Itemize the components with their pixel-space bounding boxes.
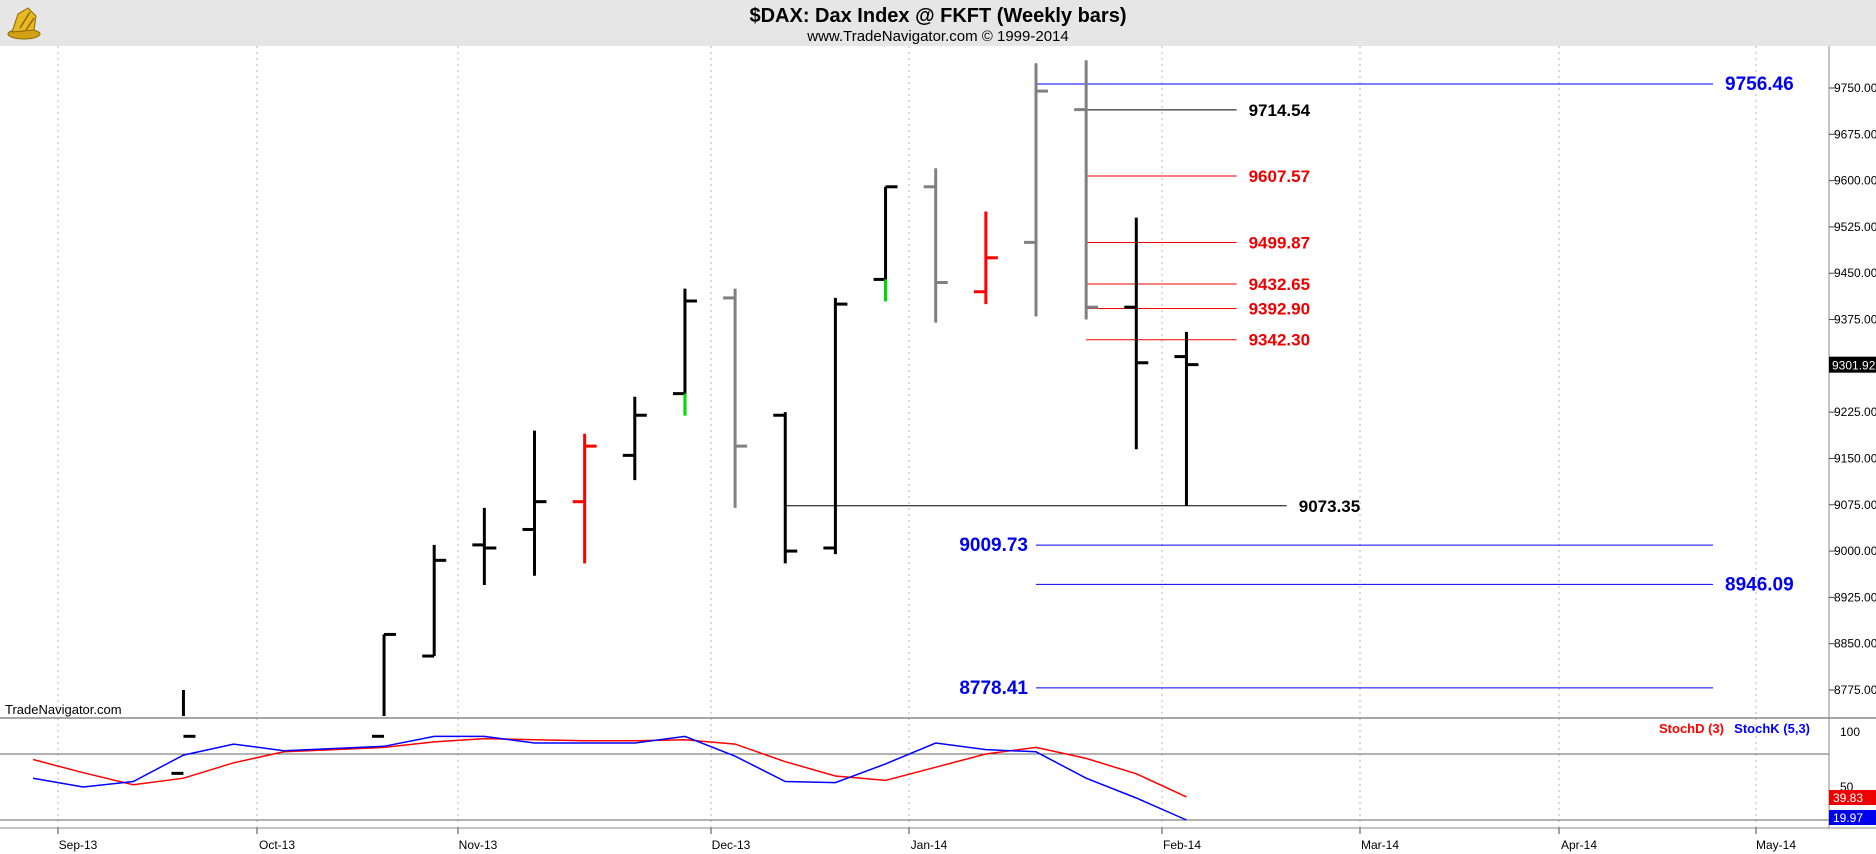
price-axis: 9750.00 9675.00 9600.00 9525.00 9450.00 9375.… [0,46,1876,829]
stoch-d-last-tag [1829,790,1876,805]
trade-navigator-logo-icon [7,7,41,40]
x-tick-label: May-14 [1756,838,1796,852]
x-tick-label: Mar-14 [1361,838,1399,852]
last-price-tag [1829,356,1876,373]
time-axis: Sep-13 Oct-13 Nov-13 Dec-13 Jan-14 Feb-14 Mar-… [57,828,1796,852]
price-tick-label: 8925.00 [1834,590,1876,604]
price-tick-label: 9225.00 [1834,405,1876,419]
price-tick-label: 8775.00 [1834,683,1876,697]
level-label: 8778.41 [959,678,1028,699]
level-label: 8946.09 [1725,574,1794,595]
level-label: 9432.65 [1249,275,1310,294]
x-tick-label: Nov-13 [459,838,498,852]
price-tick-label: 9600.00 [1834,174,1876,188]
last-price-label: 9301.92 [1832,359,1876,373]
x-tick-label: Apr-14 [1561,838,1597,852]
level-label: 9607.57 [1249,167,1310,186]
level-label: 9499.87 [1249,233,1310,252]
stoch-tick-label: 100 [1840,725,1860,739]
level-label: 9756.46 [1725,74,1794,95]
level-label: 9714.54 [1249,101,1311,120]
stoch-d-line [32,737,1187,798]
stoch-k-last-label: 19.97 [1833,811,1863,825]
x-tick-label: Feb-14 [1163,838,1201,852]
ohlc-bars [171,60,1199,775]
header-band [0,0,1876,46]
stoch-d-legend: StochD (3) [1659,721,1724,736]
level-label: 9073.35 [1299,497,1360,516]
x-tick-label: Oct-13 [259,838,295,852]
price-tick-label: 9450.00 [1834,266,1876,280]
chart-title: $DAX: Dax Index @ FKFT (Weekly bars) [749,5,1126,27]
level-label: 9342.30 [1249,331,1310,350]
price-tick-label: 9675.00 [1834,127,1876,141]
price-tick-label: 9000.00 [1834,544,1876,558]
price-tick-label: 8850.00 [1834,637,1876,651]
stoch-k-last-tag [1829,810,1876,825]
price-levels: 9756.46 9714.54 9607.57 9499.87 9432.65 9392.… [785,74,1794,699]
price-tick-label: 9375.00 [1834,313,1876,327]
x-tick-label: Jan-14 [911,838,948,852]
level-label: 9392.90 [1249,299,1310,318]
stoch-k-line [32,735,1187,821]
price-tick-label: 9750.00 [1834,81,1876,95]
level-label: 9009.73 [959,535,1028,556]
x-tick-label: Sep-13 [59,838,98,852]
x-tick-label: Dec-13 [712,838,751,852]
stoch-d-last-label: 39.83 [1833,791,1863,805]
price-tick-label: 9150.00 [1834,451,1876,465]
plot-background [0,46,1876,854]
watermark: TradeNavigator.com [5,702,122,717]
price-tick-label: 9075.00 [1834,498,1876,512]
chart-subtitle: www.TradeNavigator.com © 1999-2014 [806,28,1068,45]
price-tick-label: 9525.00 [1834,220,1876,234]
grid [57,46,1757,828]
stoch-k-legend: StochK (5,3) [1734,721,1810,736]
